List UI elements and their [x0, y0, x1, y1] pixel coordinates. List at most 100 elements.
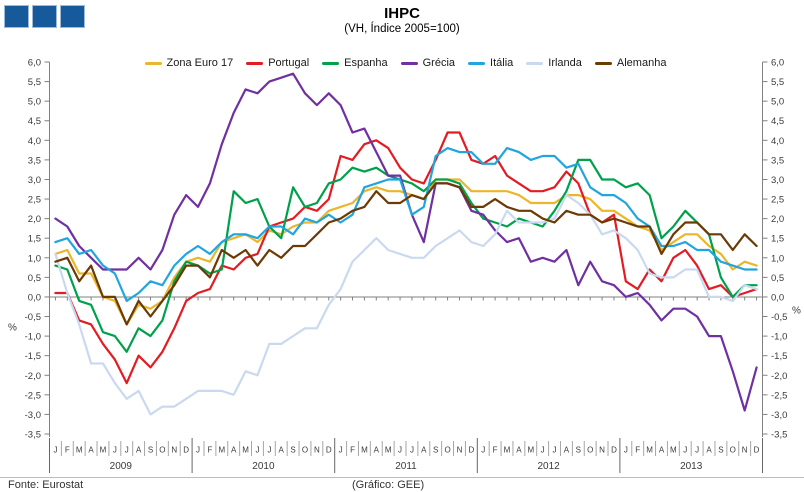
month-letter: J [53, 446, 57, 455]
month-letter: N [457, 446, 463, 455]
month-letter: O [587, 446, 593, 455]
legend-label: Espanha [344, 57, 388, 69]
month-letter: M [527, 446, 534, 455]
month-letter: O [302, 446, 308, 455]
y-tick-label-left: 4,0 [28, 136, 41, 147]
month-letter: N [314, 446, 320, 455]
y-tick-label-left: 2,0 [28, 214, 41, 225]
y-tick-label-right: -2,5 [771, 390, 787, 401]
year-label: 2013 [680, 461, 703, 472]
y-tick-label-right: 3,5 [771, 155, 784, 166]
y-tick-label-right: 2,5 [771, 195, 784, 206]
month-letter: M [385, 446, 392, 455]
month-letter: N [742, 446, 748, 455]
y-tick-label-right: -1,5 [771, 351, 787, 362]
month-letter: M [504, 446, 511, 455]
chart-legend: Zona Euro 17 Portugal Espanha Grécia Itália I… [49, 57, 762, 69]
y-tick-label-right: 6,0 [771, 58, 784, 69]
month-letter: A [564, 446, 570, 455]
month-letter: S [148, 446, 153, 455]
chart-bottom-rule [0, 477, 804, 478]
month-letter: A [516, 446, 522, 455]
legend-item-portugal: Portugal [246, 57, 309, 69]
series-line-italia [54, 147, 758, 302]
y-tick-label-right: 1,5 [771, 234, 784, 245]
legend-label: Zona Euro 17 [166, 57, 234, 69]
month-letter: M [242, 446, 249, 455]
month-letter: M [100, 446, 107, 455]
y-tick-label-right: 5,5 [771, 77, 784, 88]
y-tick-label-left: -2,0 [25, 371, 41, 382]
y-tick-label-left: -2,5 [25, 390, 41, 401]
source-note: Fonte: Eurostat [8, 479, 84, 491]
month-letter: F [635, 446, 640, 455]
month-letter: D [754, 446, 760, 455]
legend-swatch [322, 61, 340, 65]
y-tick-label-right: 5,0 [771, 97, 784, 108]
month-letter: J [541, 446, 545, 455]
legend-item-grecia: Grécia [400, 57, 455, 69]
series-line-grecia [54, 72, 758, 412]
month-letter: J [481, 446, 485, 455]
legend-label: Alemanha [616, 57, 667, 69]
legend-item-zona-euro-17: Zona Euro 17 [144, 57, 234, 69]
y-tick-label-right: -1,0 [771, 332, 787, 343]
month-letter: J [695, 446, 699, 455]
y-tick-label-right: 0,0 [771, 292, 784, 303]
y-tick-label-left: -3,5 [25, 430, 41, 441]
month-letter: D [468, 446, 474, 455]
y-tick-label-left: -3,0 [25, 410, 41, 421]
month-letter: N [599, 446, 605, 455]
month-letter: J [267, 446, 271, 455]
month-letter: M [646, 446, 653, 455]
series-line-alemanha [54, 182, 758, 326]
y-tick-label-left: 2,5 [28, 195, 41, 206]
month-letter: F [493, 446, 498, 455]
year-label: 2010 [252, 461, 275, 472]
y-tick-label-right: 2,0 [771, 214, 784, 225]
year-label: 2012 [537, 461, 560, 472]
legend-swatch [594, 61, 612, 65]
legend-item-irlanda: Irlanda [526, 57, 582, 69]
month-letter: J [125, 446, 129, 455]
month-letter: A [136, 446, 142, 455]
y-tick-label-right: 1,0 [771, 253, 784, 264]
chart-subtitle: (VH, Índice 2005=100) [344, 23, 460, 35]
month-letter: A [279, 446, 285, 455]
y-tick-label-left: 0,0 [28, 292, 41, 303]
y-tick-label-left: 3,0 [28, 175, 41, 186]
month-letter: F [207, 446, 212, 455]
month-letter: J [255, 446, 259, 455]
series-line-portugal [54, 131, 758, 385]
month-letter: F [350, 446, 355, 455]
month-letter: M [670, 446, 677, 455]
month-letter: J [553, 446, 557, 455]
month-letter: J [196, 446, 200, 455]
y-tick-label-left: 1,5 [28, 234, 41, 245]
chart-title: IHPC [384, 5, 420, 22]
month-letter: O [730, 446, 736, 455]
month-letter: J [339, 446, 343, 455]
y-tick-label-right: -0,5 [771, 312, 787, 323]
y-tick-label-right: 0,5 [771, 273, 784, 284]
month-letter: J [410, 446, 414, 455]
legend-swatch [468, 61, 486, 65]
month-letter: M [218, 446, 225, 455]
series-line-irlanda [54, 194, 758, 416]
y-tick-label-left: 4,5 [28, 116, 41, 127]
month-letter: J [398, 446, 402, 455]
y-tick-label-right: -3,5 [771, 430, 787, 441]
legend-item-alemanha: Alemanha [594, 57, 667, 69]
logo-square [4, 5, 29, 28]
month-letter: S [576, 446, 581, 455]
y-tick-label-left: -1,0 [25, 332, 41, 343]
month-letter: D [611, 446, 617, 455]
y-tick-label-left: 6,0 [28, 58, 41, 69]
y-tick-label-right: 3,0 [771, 175, 784, 186]
month-letter: O [444, 446, 450, 455]
month-letter: S [290, 446, 295, 455]
credit-note: (Gráfico: GEE) [352, 479, 425, 491]
y-tick-label-right: 4,0 [771, 136, 784, 147]
